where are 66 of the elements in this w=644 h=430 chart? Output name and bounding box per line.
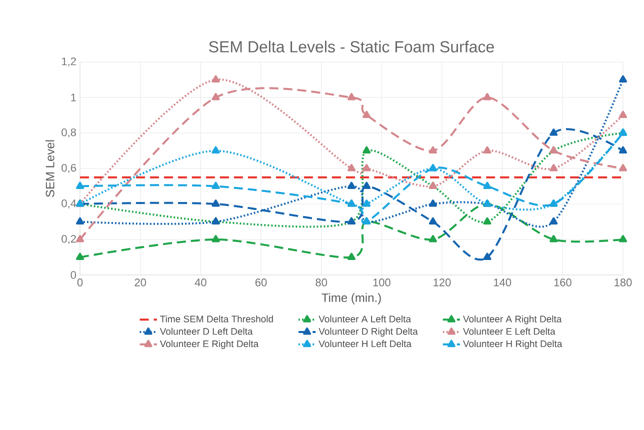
point	[618, 234, 628, 242]
point	[212, 234, 220, 242]
legend-label: Volunteer A Left Delta	[318, 315, 412, 322]
legend-label: Volunteer H Right Delta	[462, 340, 562, 350]
x-tick-label: 120	[434, 278, 451, 286]
x-tick-label: 40	[194, 278, 206, 286]
point	[550, 234, 558, 242]
point	[483, 252, 492, 260]
chart-title: SEM Delta Levels - Static Foam Surface	[209, 40, 494, 52]
point	[347, 252, 356, 260]
x-tick-label: 60	[255, 278, 267, 286]
legend-label: Volunteer E Left Delta	[462, 328, 556, 335]
point	[550, 217, 558, 224]
point	[550, 128, 558, 136]
y-tick-label: 0,2	[62, 234, 76, 244]
point	[212, 75, 220, 82]
point	[212, 199, 220, 207]
point	[618, 75, 628, 82]
x-tick-label: 20	[134, 278, 146, 286]
y-tick-label: 0,6	[62, 164, 76, 174]
x-axis-title: Time (min.)	[322, 293, 381, 304]
point	[362, 146, 371, 154]
legend-label: Volunteer A Right Delta	[462, 315, 562, 324]
point	[362, 182, 371, 189]
point	[347, 164, 356, 172]
point	[212, 92, 220, 100]
point	[550, 164, 558, 172]
point	[212, 182, 220, 189]
point	[76, 182, 84, 189]
legend-label: Volunteer D Left Delta	[160, 328, 253, 335]
point	[76, 217, 84, 224]
legend-label: Volunteer D Right Delta	[318, 328, 418, 337]
legend-label: Volunteer E Right Delta	[160, 340, 259, 350]
x-tick-label: 160	[554, 278, 572, 286]
point	[428, 199, 437, 207]
point	[76, 234, 84, 242]
legend-label: Time SEM Delta Threshold	[160, 315, 273, 322]
y-tick-label: 1,2	[62, 57, 76, 67]
x-tick-label: 0	[77, 278, 83, 286]
x-tick-label: 140	[494, 278, 512, 286]
point	[428, 234, 437, 242]
point	[483, 92, 492, 100]
x-tick-label: 80	[316, 278, 328, 286]
point	[347, 92, 356, 100]
point	[483, 146, 492, 154]
point	[362, 164, 371, 172]
y-tick-label: 1	[71, 94, 76, 102]
x-tick-label: 180	[614, 278, 632, 286]
y-tick-label: 0	[70, 271, 76, 279]
point	[347, 182, 356, 189]
y-tick-label: 0,8	[62, 128, 76, 138]
point	[618, 164, 628, 172]
x-tick-label: 100	[373, 278, 390, 286]
point	[76, 252, 84, 260]
point	[483, 217, 492, 224]
point	[428, 217, 437, 224]
point	[212, 146, 220, 154]
point	[618, 146, 628, 154]
point	[618, 110, 628, 118]
y-tick-label: 0,4	[62, 199, 76, 209]
point	[483, 182, 492, 189]
legend-label: Volunteer H Left Delta	[318, 340, 412, 348]
point	[362, 199, 371, 207]
point	[362, 110, 371, 118]
y-axis-title: SEM Level	[46, 140, 54, 197]
point	[428, 146, 437, 154]
